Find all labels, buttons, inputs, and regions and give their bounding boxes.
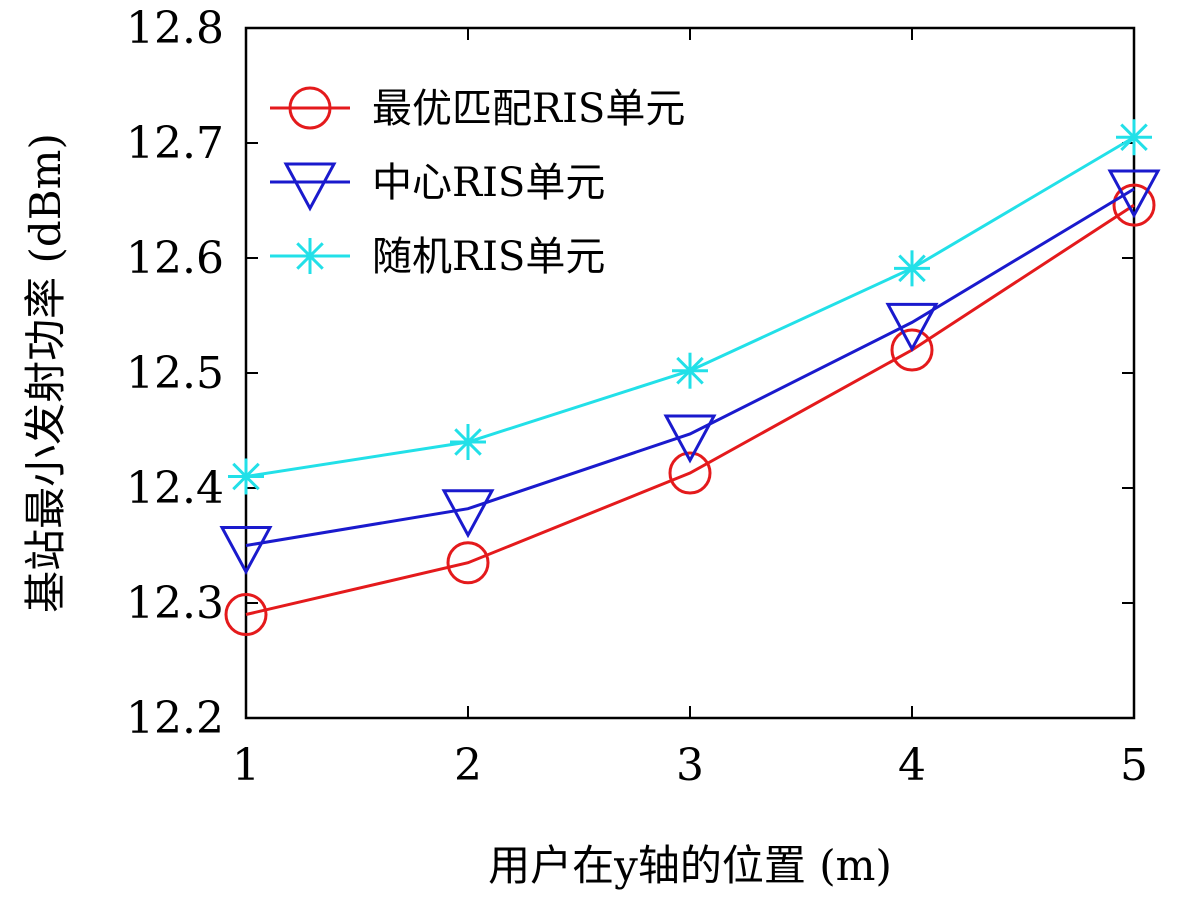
y-tick-label: 12.5 bbox=[126, 348, 224, 399]
y-tick-label: 12.3 bbox=[126, 578, 224, 629]
x-tick-label: 2 bbox=[454, 740, 482, 791]
legend-marker bbox=[292, 238, 328, 274]
x-tick-label: 4 bbox=[898, 740, 926, 791]
data-point-series-2 bbox=[441, 489, 495, 539]
x-axis-title: 用户在y轴的位置 (m) bbox=[488, 841, 892, 890]
y-axis-ticks: 12.2 12.3 12.4 12.5 12.6 12.7 12.8 bbox=[126, 3, 1134, 744]
y-tick-label: 12.2 bbox=[126, 693, 224, 744]
y-tick-label: 12.4 bbox=[126, 463, 224, 514]
y-tick-label: 12.6 bbox=[126, 233, 224, 284]
series-line-1 bbox=[245, 203, 1135, 616]
data-point-series-2 bbox=[219, 526, 273, 576]
x-axis-ticks: 1 2 3 4 5 bbox=[232, 28, 1148, 791]
legend-label: 中心RIS单元 bbox=[372, 160, 605, 206]
legend-label: 最优匹配RIS单元 bbox=[372, 86, 685, 132]
x-tick-label: 3 bbox=[676, 740, 704, 791]
y-tick-label: 12.8 bbox=[126, 3, 224, 54]
series-line-2 bbox=[245, 187, 1135, 547]
legend-label: 随机RIS单元 bbox=[372, 234, 605, 280]
data-point-series-1 bbox=[890, 328, 934, 372]
y-axis-title: 基站最小发射功率 (dBm) bbox=[21, 133, 70, 613]
data-point-series-3 bbox=[894, 250, 930, 287]
data-point-series-3 bbox=[1116, 119, 1152, 156]
series-group bbox=[219, 119, 1161, 636]
data-point-series-1 bbox=[668, 451, 712, 495]
data-point-series-3 bbox=[450, 424, 486, 460]
legend-marker bbox=[283, 162, 337, 212]
y-tick-label: 12.7 bbox=[126, 118, 224, 169]
data-point-series-1 bbox=[1112, 183, 1156, 227]
x-tick-label: 5 bbox=[1120, 740, 1148, 791]
legend-marker bbox=[288, 86, 332, 130]
data-point-series-1 bbox=[224, 593, 268, 636]
data-point-series-3 bbox=[228, 458, 264, 495]
data-point-series-2 bbox=[885, 302, 939, 352]
data-point-series-2 bbox=[1107, 169, 1161, 219]
data-point-series-2 bbox=[663, 414, 717, 464]
x-tick-label: 1 bbox=[232, 740, 260, 791]
data-point-series-1 bbox=[446, 541, 490, 585]
data-point-series-3 bbox=[672, 352, 708, 389]
